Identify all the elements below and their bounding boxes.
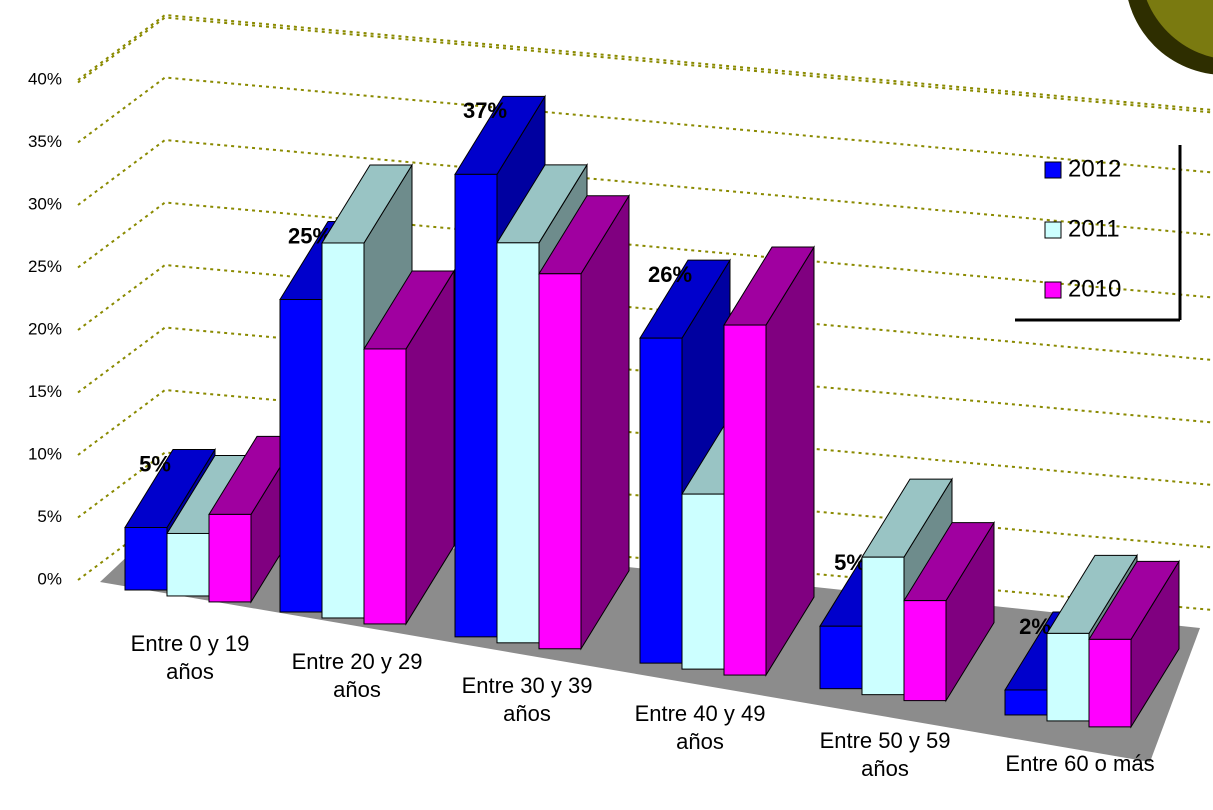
x-tick-label: Entre 40 y 49 años	[634, 701, 766, 754]
bar-front	[903, 600, 947, 702]
y-tick-label: 0%	[37, 569, 62, 588]
bar-front	[321, 242, 365, 619]
grid-line	[77, 513, 1213, 611]
bar-front	[1088, 638, 1132, 728]
value-label: 5%	[139, 451, 171, 476]
bar-front	[819, 625, 863, 690]
value-label: 2%	[1019, 614, 1051, 639]
grid-line	[77, 326, 1213, 424]
grid-line	[77, 76, 1213, 174]
legend-swatch	[1044, 221, 1062, 239]
y-tick-label: 25%	[28, 257, 62, 276]
bar-side	[580, 194, 630, 651]
grid: 0% 5% 10% 15% 20% 25% 30% 35% 40%	[28, 13, 1213, 611]
grid-line	[77, 451, 1213, 549]
y-tick-label: 15%	[28, 382, 62, 401]
x-tick-label: Entre 50 y 59 años	[819, 728, 951, 781]
bar-front	[861, 556, 905, 696]
bar-front	[723, 324, 767, 676]
value-label: 5%	[834, 550, 866, 575]
grid-line	[77, 388, 1213, 486]
legend-swatch	[1044, 281, 1062, 299]
bar-front	[1046, 632, 1090, 722]
grid-line	[77, 263, 1213, 361]
y-tick-label: 10%	[28, 444, 62, 463]
y-tick-label: 35%	[28, 132, 62, 151]
y-tick-label: 5%	[37, 507, 62, 526]
bar-front	[681, 493, 725, 670]
legend: 2012 2011 2010	[1015, 145, 1182, 322]
bar-front	[454, 173, 498, 638]
legend-swatch	[1044, 161, 1062, 179]
decoration	[1146, 0, 1213, 58]
bar-front	[208, 513, 252, 603]
bar-front	[538, 273, 582, 650]
x-tick-label: Entre 20 y 29 años	[291, 649, 423, 702]
legend-label: 2011	[1068, 215, 1120, 242]
y-tick-label: 30%	[28, 194, 62, 213]
value-label: 37%	[463, 98, 507, 123]
bar-front	[496, 242, 540, 644]
bar-front	[166, 532, 210, 597]
bars: 5%25%37%26%5%2%	[124, 94, 1180, 729]
bar-front	[124, 527, 168, 591]
bar	[723, 245, 815, 677]
bar-front	[279, 299, 323, 613]
grid-line	[77, 13, 1213, 111]
legend-label: 2012	[1068, 155, 1121, 182]
bar	[903, 520, 995, 703]
bar	[538, 194, 630, 651]
x-tick-label: Entre 0 y 19 años	[130, 631, 250, 684]
x-tick-label: Entre 60 o más	[1005, 751, 1155, 776]
x-tick-label: Entre 30 y 39 años	[461, 673, 593, 726]
y-tick-label: 20%	[28, 319, 62, 338]
bar-front	[639, 337, 683, 664]
y-tick-label: 40%	[28, 69, 62, 88]
bar	[363, 269, 455, 626]
bar-front	[363, 348, 407, 625]
grid-line	[77, 201, 1213, 299]
grid-line	[77, 138, 1213, 236]
bar	[1088, 559, 1180, 729]
axis-end-line	[77, 16, 1213, 114]
legend-label: 2010	[1068, 275, 1121, 302]
value-label: 26%	[648, 262, 692, 287]
bar-front	[1004, 689, 1048, 716]
